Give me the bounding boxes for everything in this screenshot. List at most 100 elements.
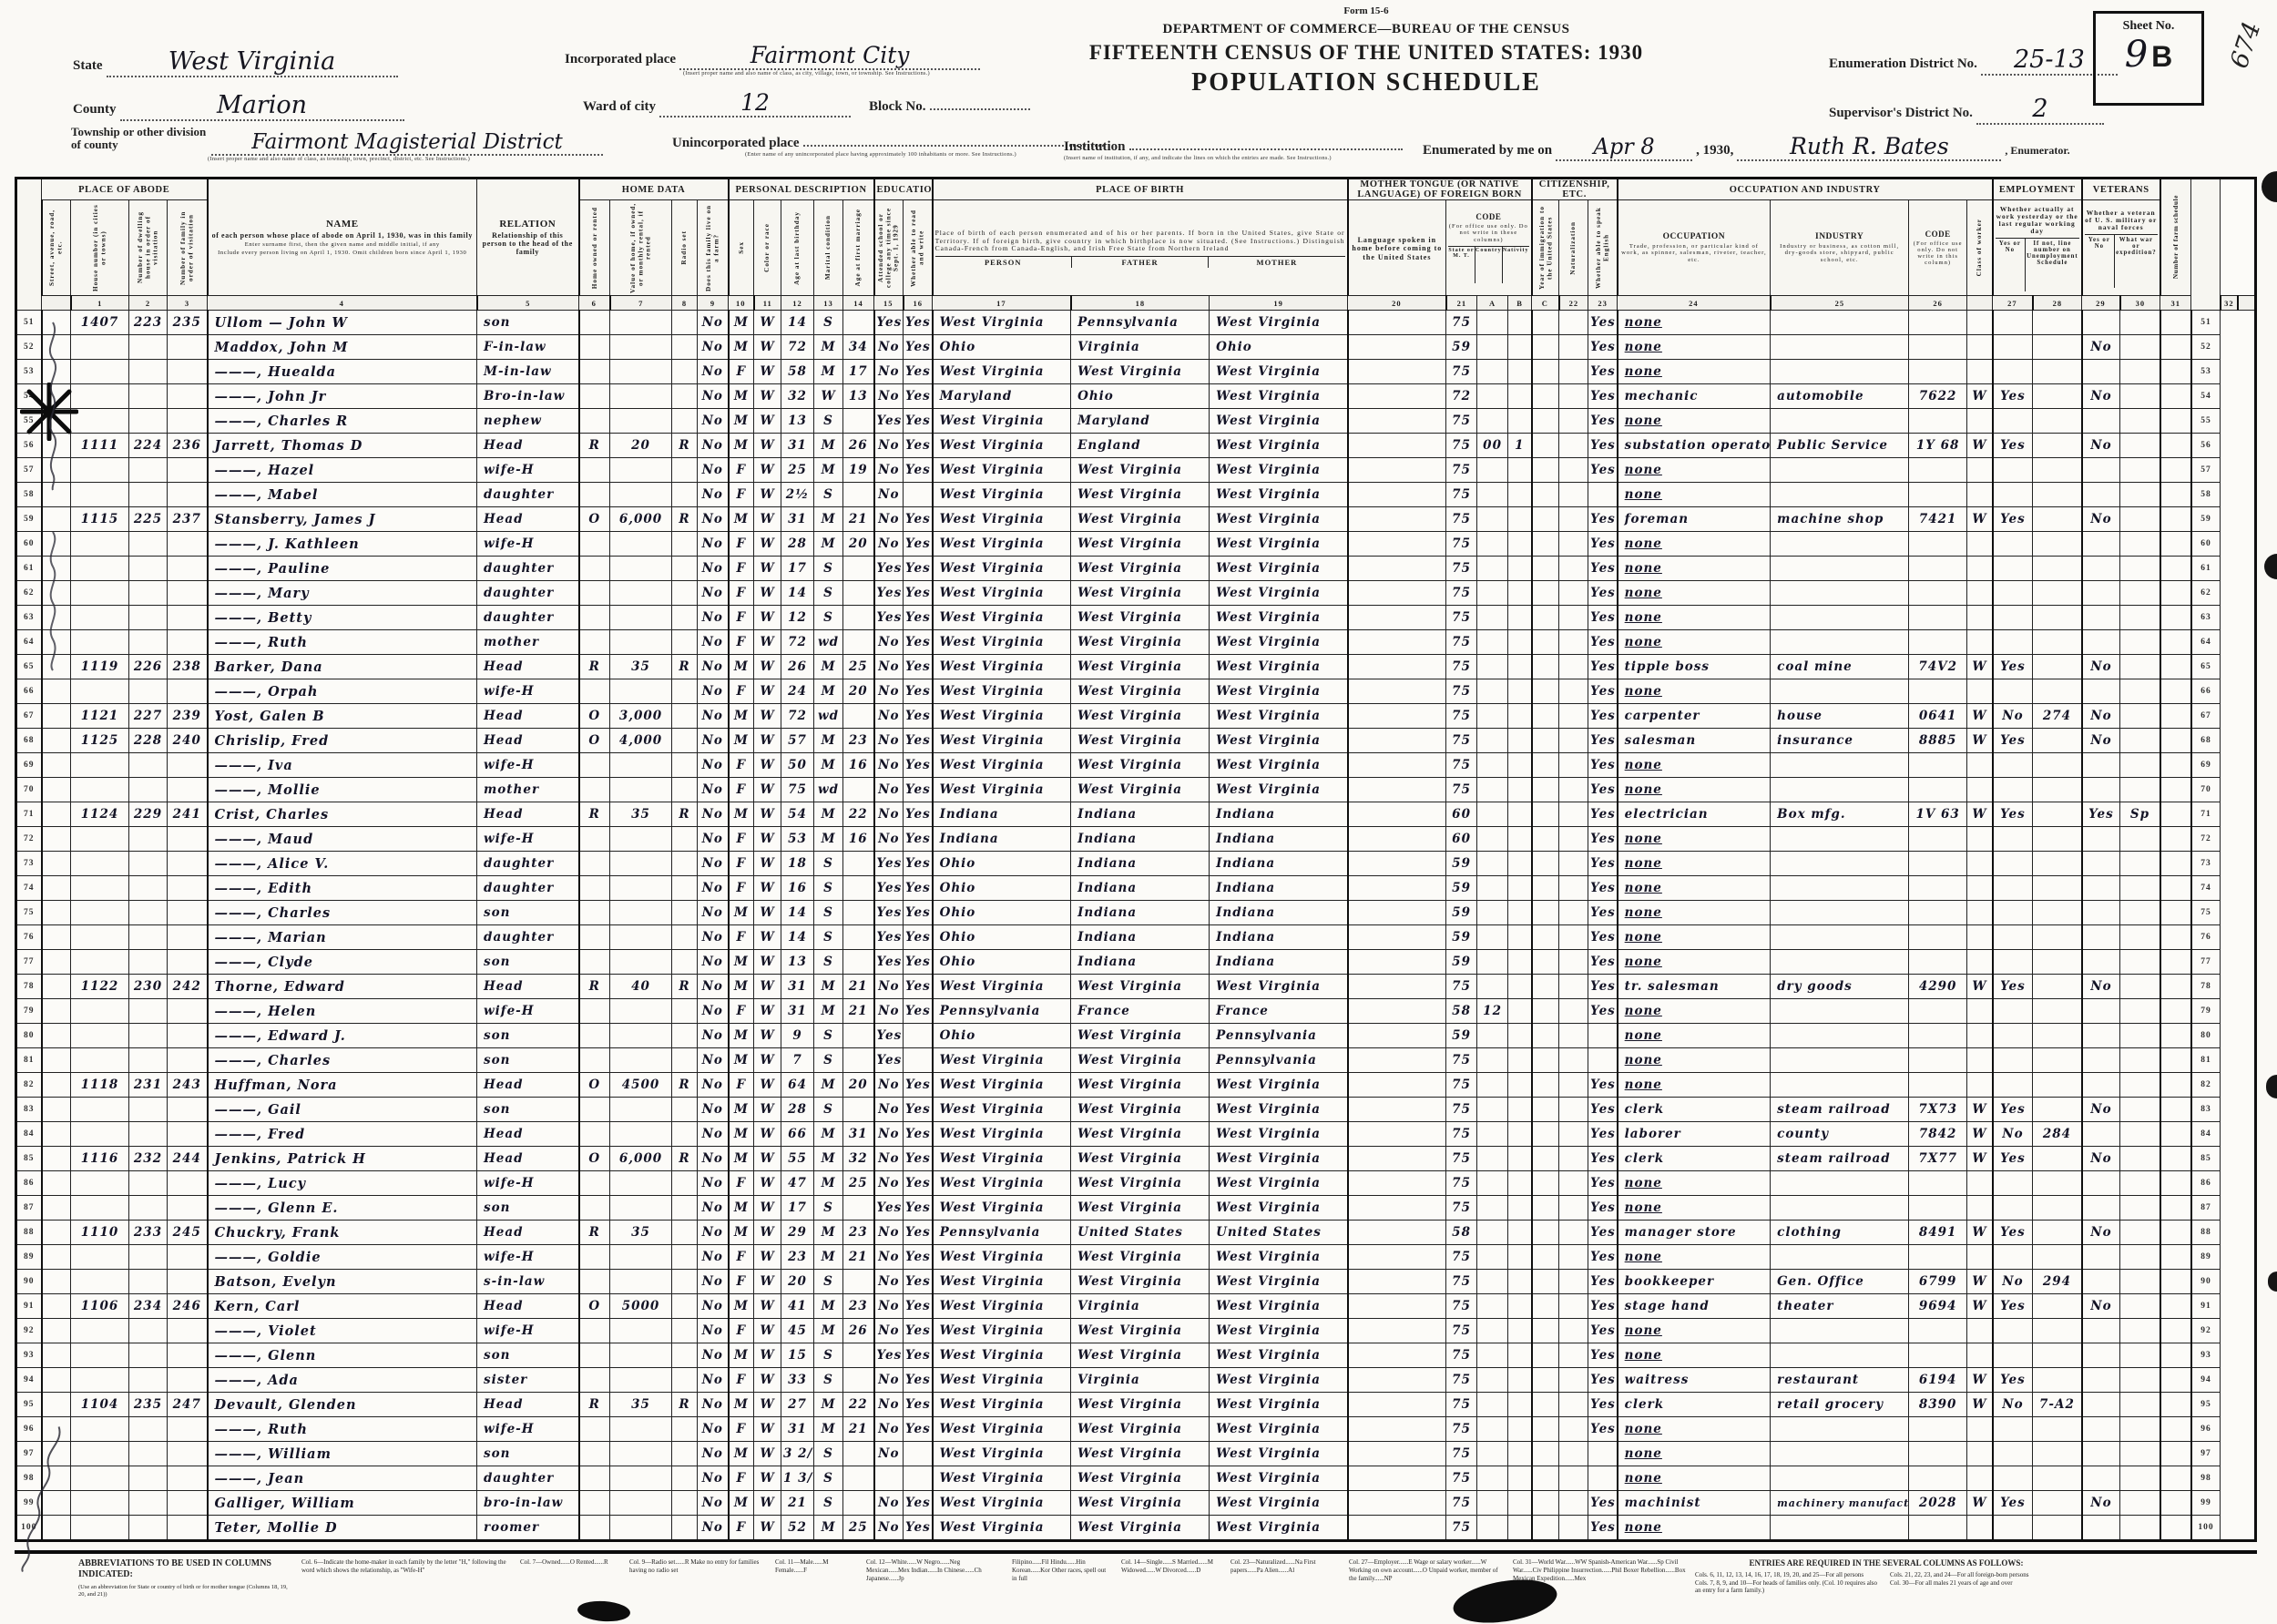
cell-bm: West Virginia (1209, 703, 1349, 729)
cell-vety (2080, 826, 2121, 852)
cell-lang (1346, 482, 1447, 507)
cell-own: R (577, 654, 611, 679)
cell-age: 21 (781, 1490, 815, 1516)
cell-ind (1770, 1244, 1910, 1270)
cell-bf: West Virginia (1070, 359, 1210, 384)
tenure-col-header: Home owned or rented (577, 199, 611, 296)
cell-radio (671, 1490, 699, 1516)
cell-empn (2032, 924, 2083, 950)
schedule-title: POPULATION SCHEDULE (1191, 68, 1541, 97)
cell-ln2: 89 (2190, 1244, 2221, 1270)
cell-fsch (2159, 654, 2192, 679)
cell-ln2: 61 (2190, 556, 2221, 581)
cell-bf: West Virginia (1070, 580, 1210, 606)
cell-cls (1966, 629, 1994, 655)
cell-fsch (2159, 924, 2192, 950)
cell-ocode: 1V 63 (1908, 802, 1968, 827)
cell-bf: Indiana (1070, 851, 1210, 876)
cell-ocode (1908, 1466, 1968, 1491)
table-row: 59 1115 225 237 Stansberry, James J Head O 6,00… (15, 506, 2256, 532)
cell-read: Yes (903, 1515, 934, 1541)
form-number: Form 15-6 (1343, 5, 1389, 16)
cell-eng: Yes (1588, 1121, 1618, 1147)
cell-cls: W (1966, 1392, 1994, 1417)
cell-farm: No (697, 556, 730, 581)
cell-bp: Indiana (931, 826, 1072, 852)
cell-ind: dry goods (1770, 974, 1910, 999)
cell-ln: 51 (15, 310, 42, 335)
cell-nat (1558, 580, 1589, 606)
cell-cc (1507, 654, 1533, 679)
cell-race: W (753, 728, 782, 753)
cell-cc (1507, 1441, 1533, 1466)
cell-ind (1770, 531, 1910, 557)
cell-mar: W (813, 383, 844, 409)
cell-house (70, 875, 129, 901)
cell-farm: No (697, 482, 730, 507)
radio-col-header: Radio set (671, 199, 699, 296)
cell-ln2: 92 (2190, 1318, 2221, 1343)
cell-radio (671, 457, 699, 483)
cell-read: Yes (903, 531, 934, 557)
cell-ln: 81 (15, 1047, 42, 1073)
cell-occ: none (1616, 531, 1772, 557)
cell-bp: West Virginia (931, 482, 1072, 507)
cell-empn (2032, 383, 2083, 409)
cell-imm (1530, 974, 1560, 999)
cell-age: 58 (781, 359, 815, 384)
cell-ln2: 84 (2190, 1121, 2221, 1147)
cell-sex: F (727, 679, 755, 704)
cell-eng: Yes (1588, 1318, 1618, 1343)
cell-own (577, 875, 611, 901)
cell-lang (1346, 1466, 1447, 1491)
cell-street (40, 1416, 71, 1442)
cell-ln: 85 (15, 1146, 42, 1171)
cell-house (70, 1367, 129, 1393)
cell-street (40, 383, 71, 409)
cell-sch: Yes (873, 1047, 904, 1073)
cell-vety (2080, 1195, 2121, 1221)
cell-dw (128, 1416, 168, 1442)
cell-ocode (1908, 359, 1968, 384)
cell-read: Yes (903, 408, 934, 434)
cell-race: W (753, 703, 782, 729)
cell-name: Kern, Carl (206, 1293, 478, 1319)
cell-empy (1991, 777, 2034, 802)
cell-cb (1476, 875, 1509, 901)
cell-val (609, 1121, 673, 1147)
cell-bf: Indiana (1070, 802, 1210, 827)
industry-title: INDUSTRY (1815, 232, 1864, 242)
column-number: 1 (69, 295, 129, 311)
enumeration-date: Apr 8 (1556, 134, 1693, 161)
cell-sex: M (727, 1047, 755, 1073)
cell-val: 35 (609, 802, 673, 827)
cell-radio: R (671, 974, 699, 999)
census-table: PLACE OF ABODE NAME of each person whose… (15, 177, 2257, 1542)
cell-rel: Head (476, 1146, 580, 1171)
cell-sch: Yes (873, 1195, 904, 1221)
cell-house (70, 383, 129, 409)
cell-empy (1991, 998, 2034, 1024)
cell-age: 16 (781, 875, 815, 901)
cell-street (40, 1392, 71, 1417)
cell-bp: Ohio (931, 875, 1072, 901)
cell-bf: West Virginia (1070, 1466, 1210, 1491)
cell-imm (1530, 1097, 1560, 1122)
cell-read: Yes (903, 728, 934, 753)
cell-cc (1507, 1269, 1533, 1294)
cell-ca: 75 (1445, 310, 1478, 335)
cell-imm (1530, 580, 1560, 606)
cell-occ: none (1616, 1343, 1772, 1368)
cell-fsch (2159, 1244, 2192, 1270)
footer-col23-note: Col. 23—Naturalized......Na First papers… (1230, 1558, 1316, 1574)
cell-ocode: 7842 (1908, 1121, 1968, 1147)
code-title: CODE (1475, 212, 1502, 222)
cell-age: 9 (781, 1023, 815, 1048)
cell-bp: West Virginia (931, 1466, 1072, 1491)
cell-agem (842, 310, 875, 335)
cell-cls (1966, 1072, 1994, 1098)
cell-bm: West Virginia (1209, 1170, 1349, 1196)
cell-radio (671, 359, 699, 384)
person-subcol: PERSON (984, 257, 1022, 267)
